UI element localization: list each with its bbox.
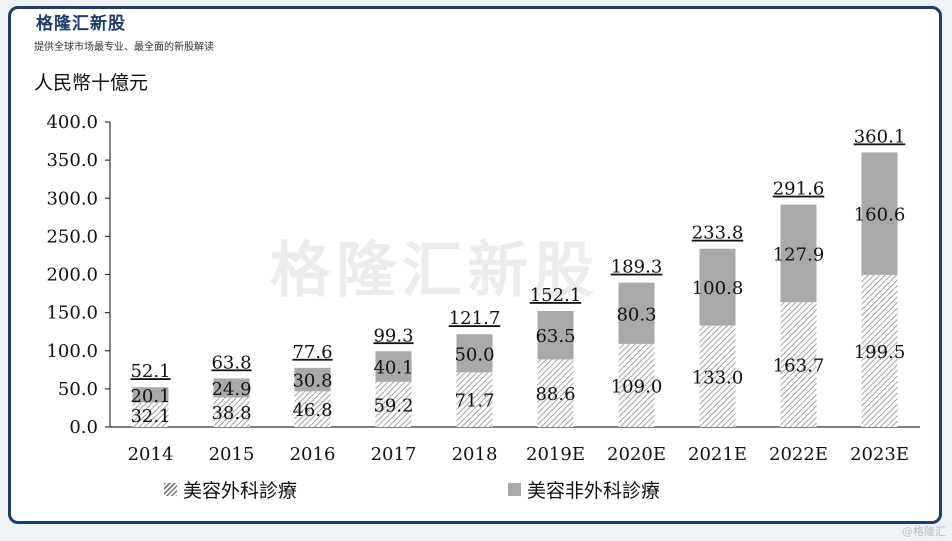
y-tick-label: 150.0: [46, 303, 98, 324]
data-label-nonsurgical: 24.9: [211, 379, 251, 400]
data-label-nonsurgical: 100.8: [692, 278, 744, 299]
legend-swatch-hatched: [164, 483, 177, 496]
x-tick-label: 2015: [209, 444, 255, 465]
brand-subtitle: 提供全球市场最专业、最全面的新股解读: [34, 42, 214, 53]
data-label-nonsurgical: 80.3: [616, 304, 656, 325]
data-label-nonsurgical: 63.5: [535, 326, 575, 347]
total-label: 52.1: [130, 361, 170, 382]
total-label: 189.3: [611, 257, 663, 278]
data-label-surgical: 38.8: [211, 403, 251, 424]
total-label: 99.3: [373, 325, 413, 346]
x-tick-label: 2023E: [850, 444, 909, 465]
bar-surgical: [618, 343, 655, 427]
y-tick-label: 200.0: [46, 265, 98, 286]
x-tick-label: 2022E: [769, 444, 828, 465]
y-tick-label: 300.0: [46, 188, 98, 209]
bar-surgical: [861, 274, 898, 427]
bar-surgical: [780, 302, 817, 427]
bar-surgical: [213, 397, 250, 427]
data-label-surgical: 32.1: [130, 406, 170, 427]
total-label: 63.8: [211, 352, 251, 373]
x-tick-label: 2017: [371, 444, 417, 465]
data-label-surgical: 88.6: [535, 384, 575, 405]
corner-watermark: @格隆汇: [902, 525, 946, 538]
bar-surgical: [537, 359, 574, 427]
bar-nonsurgical: [132, 387, 169, 403]
y-tick-label: 400.0: [46, 112, 98, 133]
bar-surgical: [375, 381, 412, 427]
bar-nonsurgical: [456, 334, 493, 373]
total-label: 233.8: [692, 223, 744, 244]
y-tick-label: 350.0: [46, 150, 98, 171]
legend-item-surgical: 美容外科診療: [164, 476, 297, 503]
data-label-surgical: 199.5: [854, 342, 906, 363]
data-label-surgical: 59.2: [373, 395, 413, 416]
x-tick-label: 2019E: [526, 444, 585, 465]
x-tick-label: 2016: [290, 444, 336, 465]
x-tick-label: 2014: [128, 444, 174, 465]
bar-nonsurgical: [375, 351, 412, 382]
x-tick-label: 2021E: [688, 444, 747, 465]
data-label-nonsurgical: 30.8: [292, 371, 332, 392]
x-tick-label: 2020E: [607, 444, 666, 465]
data-label-surgical: 133.0: [692, 367, 744, 388]
data-label-nonsurgical: 160.6: [854, 205, 906, 226]
total-label: 77.6: [292, 342, 332, 363]
bar-nonsurgical: [861, 152, 898, 275]
total-label: 121.7: [449, 308, 501, 329]
y-axis-unit-label: 人民幣十億元: [34, 72, 149, 94]
bar-surgical: [456, 372, 493, 427]
x-tick-label: 2018: [452, 444, 498, 465]
y-tick-label: 50.0: [58, 379, 98, 400]
bar-nonsurgical: [537, 311, 574, 360]
total-label: 291.6: [773, 179, 825, 200]
data-label-surgical: 46.8: [292, 400, 332, 421]
bar-surgical: [294, 391, 331, 427]
data-label-nonsurgical: 50.0: [454, 344, 494, 365]
total-label: 152.1: [530, 285, 582, 306]
y-tick-label: 250.0: [46, 226, 98, 247]
data-label-surgical: 163.7: [773, 356, 825, 377]
data-label-nonsurgical: 40.1: [373, 358, 413, 379]
y-tick-label: 100.0: [46, 341, 98, 362]
bar-nonsurgical: [780, 204, 817, 303]
legend-label-nonsurgical: 美容非外科診療: [527, 480, 661, 502]
data-label-nonsurgical: 20.1: [130, 386, 170, 407]
bar-nonsurgical: [699, 248, 736, 326]
data-label-surgical: 109.0: [611, 376, 663, 397]
watermark: 格隆汇新股: [270, 236, 600, 306]
bar-nonsurgical: [618, 282, 655, 344]
data-label-surgical: 71.7: [454, 391, 494, 412]
bar-surgical: [132, 402, 169, 427]
data-label-nonsurgical: 127.9: [773, 244, 825, 265]
brand-title: 格隆汇新股: [30, 9, 132, 34]
legend-label-surgical: 美容外科診療: [183, 480, 298, 502]
y-tick-label: 0.0: [69, 417, 98, 438]
total-label: 360.1: [854, 126, 906, 147]
bar-nonsurgical: [213, 378, 250, 398]
bar-surgical: [699, 325, 736, 427]
bar-nonsurgical: [294, 367, 331, 392]
legend-swatch-solid: [508, 483, 521, 496]
legend-item-nonsurgical: 美容非外科診療: [508, 476, 660, 503]
